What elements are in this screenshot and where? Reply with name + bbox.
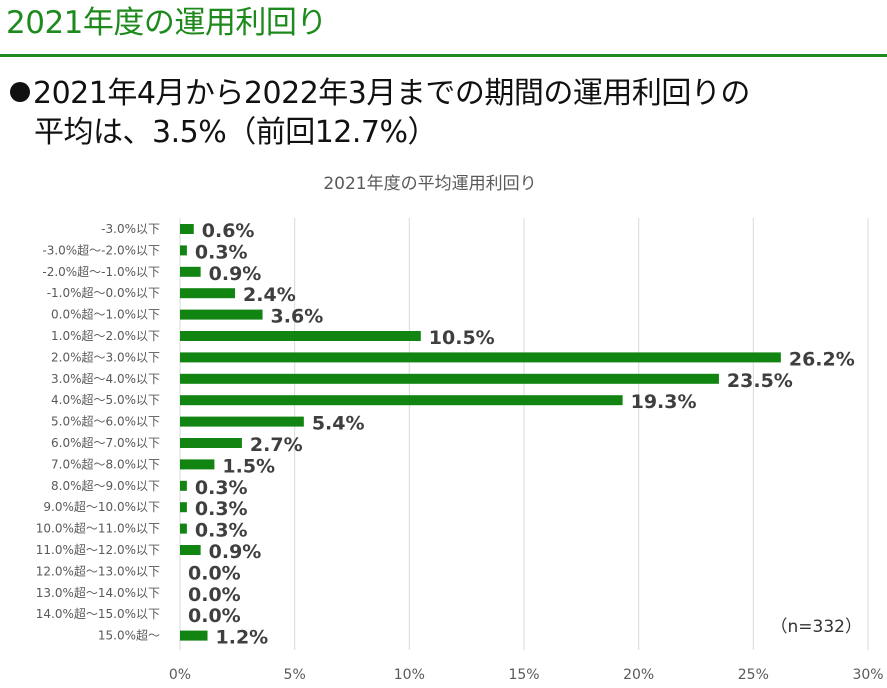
value-label: 0.3%	[195, 477, 248, 499]
bar	[180, 545, 201, 555]
bar	[180, 438, 242, 448]
category-label: -1.0%超～0.0%以下	[47, 285, 160, 300]
headline-text-1: 2021年4月から2022年3月までの期間の運用利回りの	[33, 76, 750, 111]
value-label: 0.3%	[195, 520, 248, 542]
value-label: 0.6%	[202, 220, 255, 242]
bar	[180, 395, 623, 406]
sample-size-annotation: （n=332）	[771, 617, 862, 637]
value-label: 23.5%	[727, 370, 793, 392]
x-tick-label: 0%	[169, 667, 191, 683]
page-title: 2021年度の運用利回り	[6, 5, 327, 41]
category-label: 8.0%超～9.0%以下	[51, 478, 160, 493]
value-label: 2.7%	[250, 434, 303, 456]
value-label: 5.4%	[312, 413, 365, 435]
value-label: 26.2%	[789, 348, 855, 370]
value-label: 0.0%	[188, 605, 241, 627]
x-tick-label: 20%	[623, 667, 654, 683]
value-label: 10.5%	[429, 327, 495, 349]
chart-title: 2021年度の平均運用利回り	[323, 174, 536, 194]
bar	[180, 502, 187, 513]
title-divider	[0, 54, 887, 57]
value-label: 0.0%	[188, 584, 241, 606]
bar	[180, 416, 304, 427]
category-label: 4.0%超～5.0%以下	[51, 392, 160, 407]
x-tick-labels: 0% 5% 10% 15% 20% 25% 30%	[169, 667, 884, 683]
category-label: -2.0%超～-1.0%以下	[42, 264, 160, 279]
x-tick-label: 25%	[738, 667, 769, 683]
category-label: 12.0%超～13.0%以下	[36, 563, 160, 578]
value-label: 0.3%	[195, 498, 248, 520]
category-label: 9.0%超～10.0%以下	[43, 499, 160, 514]
x-tick-label: 5%	[284, 667, 306, 683]
headline-line-1: 2021年4月から2022年3月までの期間の運用利回りの	[10, 74, 750, 114]
value-label: 0.0%	[188, 562, 241, 584]
value-label: 2.4%	[243, 284, 296, 306]
value-label: 0.9%	[209, 541, 262, 563]
bar	[180, 245, 187, 256]
category-label: 2.0%超～3.0%以下	[51, 349, 160, 364]
bar	[180, 288, 236, 299]
bar	[180, 523, 187, 534]
category-label: 0.0%超～1.0%以下	[51, 307, 160, 322]
value-label: 3.6%	[271, 306, 324, 328]
bar	[180, 331, 421, 341]
value-label: 0.9%	[209, 263, 262, 285]
category-label: 13.0%超～14.0%以下	[36, 585, 160, 600]
headline-line-2: 平均は、3.5%（前回12.7%）	[34, 115, 438, 150]
category-label: 6.0%超～7.0%以下	[51, 435, 160, 450]
x-tick-label: 15%	[508, 667, 539, 683]
category-label: -3.0%超～-2.0%以下	[42, 242, 160, 257]
category-labels: -3.0%以下 -3.0%超～-2.0%以下 -2.0%超～-1.0%以下 -1.0%…	[36, 222, 160, 643]
value-label: 1.5%	[222, 455, 275, 477]
category-label: 15.0%超～	[98, 628, 160, 643]
bar	[180, 480, 187, 491]
category-label: 7.0%超～8.0%以下	[51, 456, 160, 471]
bar	[180, 266, 201, 277]
bar	[180, 459, 215, 470]
category-label: -3.0%以下	[101, 222, 160, 236]
bar	[180, 224, 194, 234]
bullet-icon	[10, 82, 30, 102]
value-label: 19.3%	[631, 391, 697, 413]
x-tick-label: 30%	[852, 667, 883, 683]
x-tick-label: 10%	[394, 667, 425, 683]
bars	[180, 224, 781, 641]
bar	[180, 352, 781, 363]
category-label: 14.0%超～15.0%以下	[36, 606, 160, 621]
value-label: 1.2%	[216, 627, 269, 649]
value-labels: 0.6%0.3%0.9%2.4%3.6%10.5%26.2%23.5%19.3%…	[188, 220, 855, 649]
bar	[180, 309, 263, 320]
bar	[180, 373, 719, 384]
bar	[180, 630, 208, 641]
category-label: 3.0%超～4.0%以下	[51, 371, 160, 386]
category-label: 11.0%超～12.0%以下	[36, 542, 160, 557]
category-label: 1.0%超～2.0%以下	[51, 328, 160, 343]
category-label: 5.0%超～6.0%以下	[51, 414, 160, 429]
value-label: 0.3%	[195, 241, 248, 263]
category-label: 10.0%超～11.0%以下	[36, 521, 160, 536]
